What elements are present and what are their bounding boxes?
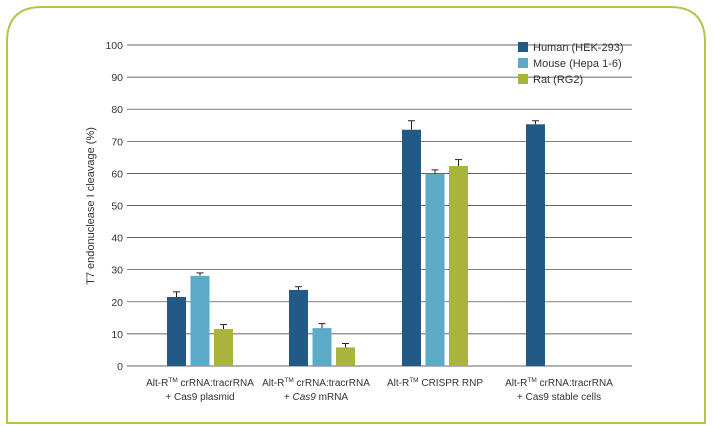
- trademark-superscript: TM: [284, 377, 293, 384]
- x-tick-label-line2-suffix: Cas9 stable cells: [526, 392, 602, 403]
- legend-swatch: [518, 58, 528, 68]
- x-tick-label-line2: + Cas9 stable cells: [517, 392, 601, 403]
- x-tick-label-suffix: CRISPR RNP: [419, 378, 484, 389]
- legend-swatch: [518, 42, 528, 52]
- bar: [167, 296, 186, 366]
- x-tick-label-prefix: Alt-R: [262, 378, 284, 389]
- y-tick-label: 40: [111, 233, 123, 245]
- x-tick-label-suffix: crRNA:tracrRNA: [537, 378, 613, 389]
- bars: [167, 124, 545, 366]
- x-tick-label-line2-italic: Cas9: [293, 392, 317, 403]
- x-tick-label: Alt-RTM crRNA:tracrRNA: [262, 377, 370, 389]
- x-tick-label-line2-prefix: +: [517, 392, 526, 403]
- y-tick-label: 100: [105, 40, 123, 52]
- y-axis-ticks: 0 10 20 30 40 50 60 70 80 90 100: [105, 40, 123, 373]
- frame-border: [6, 6, 706, 424]
- y-axis-label: T7 endonuclease I cleavage (%): [85, 127, 97, 285]
- x-axis-labels: Alt-RTM crRNA:tracrRNA+ Cas9 plasmidAlt-…: [146, 377, 613, 403]
- legend-swatch: [518, 74, 528, 84]
- trademark-superscript: TM: [409, 377, 418, 384]
- x-tick-label: Alt-RTM CRISPR RNP: [387, 377, 483, 389]
- y-tick-label: 90: [111, 72, 123, 84]
- trademark-superscript: TM: [168, 377, 177, 384]
- x-tick-label-line2-prefix: +: [284, 392, 293, 403]
- bar: [336, 347, 355, 366]
- x-tick-label-line2-suffix: mRNA: [316, 392, 349, 403]
- x-tick-label-line2-prefix: +: [165, 392, 174, 403]
- legend-label: Human (HEK-293): [533, 42, 623, 54]
- gridlines: [127, 44, 632, 367]
- x-tick-label-suffix: crRNA:tracrRNA: [294, 378, 370, 389]
- bar: [425, 174, 445, 366]
- bar: [190, 275, 210, 366]
- x-tick-label-prefix: Alt-R: [146, 378, 168, 389]
- y-tick-label: 80: [111, 104, 123, 116]
- y-tick-label: 30: [111, 265, 123, 277]
- x-tick-label-suffix: crRNA:tracrRNA: [178, 378, 254, 389]
- y-tick-label: 0: [117, 361, 123, 373]
- x-tick-label-prefix: Alt-R: [387, 378, 409, 389]
- x-tick-label: Alt-RTM crRNA:tracrRNA: [146, 377, 254, 389]
- legend: Human (HEK-293) Mouse (Hepa 1-6) Rat (RG2): [518, 42, 623, 86]
- y-tick-label: 60: [111, 168, 123, 180]
- y-tick-label: 70: [111, 136, 123, 148]
- y-tick-label: 20: [111, 297, 123, 309]
- bar: [289, 289, 308, 366]
- bar: [214, 329, 233, 366]
- x-tick-label-prefix: Alt-R: [505, 378, 527, 389]
- bar: [449, 166, 468, 366]
- trademark-superscript: TM: [527, 377, 536, 384]
- bar: [402, 129, 421, 366]
- y-tick-label: 50: [111, 201, 123, 213]
- legend-label: Mouse (Hepa 1-6): [533, 58, 622, 70]
- x-tick-label-line2: + Cas9 mRNA: [284, 392, 349, 403]
- bar: [312, 328, 332, 366]
- error-bars: [173, 120, 539, 348]
- legend-label: Rat (RG2): [533, 74, 583, 86]
- bar: [526, 124, 545, 366]
- y-tick-label: 10: [111, 329, 123, 341]
- x-tick-label-line2: + Cas9 plasmid: [165, 392, 234, 403]
- x-tick-label: Alt-RTM crRNA:tracrRNA: [505, 377, 613, 389]
- x-tick-label-line2-suffix: Cas9 plasmid: [174, 392, 235, 403]
